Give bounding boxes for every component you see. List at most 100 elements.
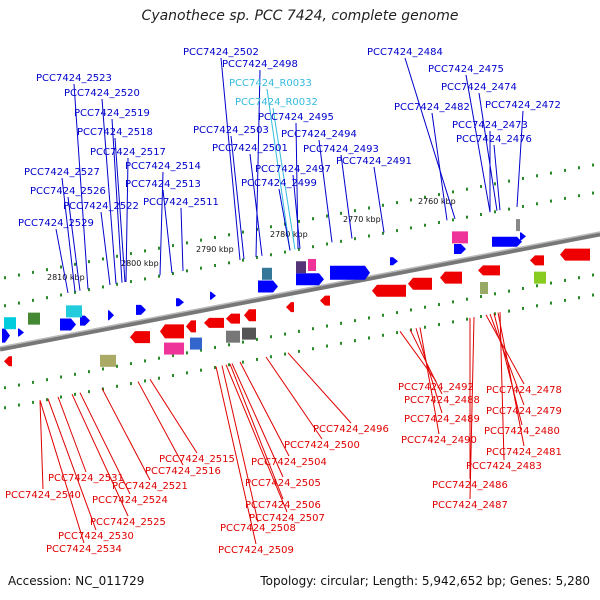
ruler-dot: [130, 280, 132, 284]
label-leader: [180, 207, 184, 271]
ruler-dot: [298, 349, 300, 353]
ruler-dot: [522, 204, 524, 208]
gene-label-top: PCC7424_2527: [24, 167, 100, 178]
ruler-dot: [256, 357, 258, 361]
gene-label-top: PCC7424_2513: [125, 179, 201, 190]
label-leader: [399, 331, 437, 382]
gene-label-top: PCC7424_2529: [18, 218, 94, 229]
ruler-dot: [410, 308, 412, 312]
ruler-dot: [326, 344, 328, 348]
ruler-dot: [452, 218, 454, 222]
ruler-dot: [18, 403, 20, 407]
ruler-dot: [578, 166, 580, 170]
reverse-gene: [4, 356, 12, 367]
gene-label-top: PCC7424_2473: [452, 120, 528, 131]
ruler-dot: [32, 380, 34, 384]
forward-gene: [258, 280, 278, 293]
ruler-dot: [242, 360, 244, 364]
ruler-dot: [242, 340, 244, 344]
ruler-dot: [214, 345, 216, 349]
reverse-gene: [440, 271, 462, 284]
ruler-dot: [46, 296, 48, 300]
ruler-dot: [564, 196, 566, 200]
feature-block: [480, 282, 488, 294]
ruler-dot: [592, 293, 594, 297]
ruler-dot: [242, 258, 244, 262]
reverse-gene: [408, 277, 432, 290]
ruler-dot: [102, 367, 104, 371]
feature-block: [190, 337, 202, 350]
ruler-dot: [214, 365, 216, 369]
ruler-dot: [536, 304, 538, 308]
ruler-dot: [494, 210, 496, 214]
ruler-dot: [438, 193, 440, 197]
feature-block: [4, 317, 16, 330]
reverse-gene: [286, 302, 294, 313]
gene-label-bottom: PCC7424_2480: [484, 426, 560, 437]
ruler-dot: [382, 333, 384, 337]
ruler-dot: [172, 374, 174, 378]
gene-label-top: PCC7424_2518: [77, 127, 153, 138]
ruler-dot: [144, 277, 146, 281]
ruler-dot: [354, 209, 356, 213]
label-leader: [266, 88, 291, 251]
ruler-dot: [592, 191, 594, 195]
gene-label-top: PCC7424_2502: [183, 47, 259, 58]
ruler-dot: [60, 375, 62, 379]
reverse-gene: [186, 320, 196, 333]
gene-label-top: PCC7424_2517: [90, 147, 166, 158]
label-leader: [287, 352, 352, 424]
gene-label-bottom: PCC7424_2540: [5, 490, 81, 501]
tick-label: 2760 kbp: [418, 197, 456, 206]
gene-label-bottom: PCC7424_2483: [466, 461, 542, 472]
ruler-dot: [438, 323, 440, 327]
ruler-dot: [4, 406, 6, 410]
ruler-dot: [144, 249, 146, 253]
ruler-dot: [340, 321, 342, 325]
label-leader: [101, 98, 117, 284]
accession-text: Accession: NC_011729: [8, 574, 145, 588]
ruler-dot: [564, 168, 566, 172]
ruler-dot: [88, 288, 90, 292]
gene-label-top: PCC7424_2523: [36, 73, 112, 84]
reverse-gene: [478, 265, 500, 276]
ruler-dot: [382, 231, 384, 235]
label-leader: [292, 174, 301, 249]
forward-gene: [2, 328, 10, 343]
ruler-dot: [480, 295, 482, 298]
gene-label-bottom: PCC7424_2515: [159, 454, 235, 465]
ruler-dot: [396, 311, 398, 315]
ruler-dot: [438, 221, 440, 225]
ruler-dot: [298, 247, 300, 251]
label-leader: [404, 57, 456, 219]
label-leader: [162, 189, 173, 274]
ruler-dot: [214, 235, 216, 239]
ruler-dot: [368, 316, 370, 320]
label-leader: [499, 312, 505, 461]
gene-label-bottom: PCC7424_2490: [401, 435, 477, 446]
gene-label-top: PCC7424_2475: [428, 64, 504, 75]
ruler-dot: [298, 219, 300, 223]
ruler-dot: [284, 250, 286, 254]
ruler-dot: [424, 195, 426, 199]
label-leader: [100, 211, 111, 285]
ruler-dot: [116, 364, 118, 368]
label-leader: [465, 74, 491, 213]
ruler-dot: [46, 398, 48, 402]
label-leader: [137, 381, 184, 466]
ruler-dot: [508, 207, 510, 211]
ruler-dot: [326, 324, 328, 328]
label-leader: [516, 110, 524, 207]
label-leader: [39, 400, 85, 544]
ruler-dot: [228, 363, 230, 367]
gene-label-top: PCC7424_2493: [303, 144, 379, 155]
label-leader: [231, 363, 284, 478]
ruler-dot: [536, 202, 538, 206]
ruler-dot: [312, 347, 314, 351]
ruler-dot: [494, 182, 496, 186]
ruler-dot: [32, 298, 34, 302]
label-leader: [71, 393, 129, 517]
label-leader: [149, 378, 198, 454]
ruler-dot: [74, 262, 76, 266]
ruler-dot: [284, 352, 286, 356]
